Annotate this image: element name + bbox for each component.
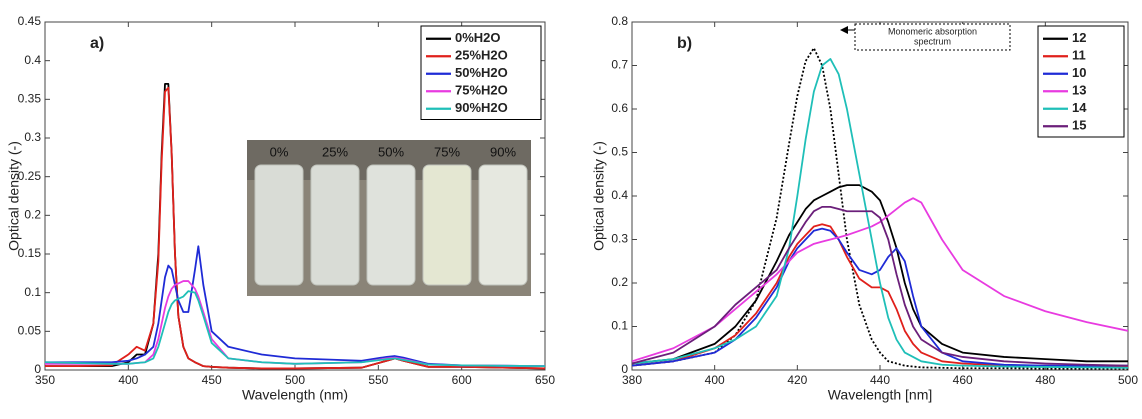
y-tick-label: 0.4 xyxy=(24,53,41,67)
data-line xyxy=(632,223,1128,368)
data-line xyxy=(632,197,1128,363)
inset-label: 0% xyxy=(270,144,289,159)
data-line xyxy=(632,184,1128,365)
x-tick-label: 480 xyxy=(1035,373,1055,387)
y-tick-label: 0.3 xyxy=(611,232,628,246)
y-tick-label: 0.2 xyxy=(611,275,628,289)
x-tick-label: 350 xyxy=(35,373,55,387)
vial xyxy=(310,164,360,286)
y-tick-label: 0.5 xyxy=(611,145,628,159)
legend-box xyxy=(1037,25,1125,138)
x-tick-label: 440 xyxy=(870,373,890,387)
x-tick-label: 460 xyxy=(953,373,973,387)
y-axis-title: Optical density (-) xyxy=(6,141,22,251)
y-tick-label: 0.25 xyxy=(18,169,42,183)
inset-label: 25% xyxy=(322,144,348,159)
legend-label: 15 xyxy=(1072,118,1086,133)
y-tick-label: 0.45 xyxy=(18,14,42,28)
data-line xyxy=(45,290,545,368)
vials xyxy=(254,164,528,286)
y-tick-label: 0.1 xyxy=(24,285,41,299)
inset-label: 75% xyxy=(434,144,460,159)
y-tick-label: 0.8 xyxy=(611,14,628,28)
vial xyxy=(478,164,528,286)
y-tick-label: 0.3 xyxy=(24,130,41,144)
x-tick-label: 450 xyxy=(202,373,222,387)
legend-label: 0%H2O xyxy=(455,30,501,45)
annotation-line xyxy=(632,47,1128,370)
annotation-text: spectrum xyxy=(914,36,951,46)
x-tick-label: 600 xyxy=(452,373,472,387)
x-tick-label: 500 xyxy=(1118,373,1138,387)
panel-label: a) xyxy=(90,35,104,52)
legend-label: 13 xyxy=(1072,83,1086,98)
x-tick-label: 500 xyxy=(285,373,305,387)
legend-label: 75%H2O xyxy=(455,83,508,98)
vial xyxy=(254,164,304,286)
arrow-head xyxy=(840,26,848,34)
legend-label: 12 xyxy=(1072,30,1086,45)
legend-label: 90%H2O xyxy=(455,100,508,115)
legend-label: 50%H2O xyxy=(455,65,508,80)
y-tick-label: 0.1 xyxy=(611,319,628,333)
data-line xyxy=(45,86,545,370)
vial xyxy=(366,164,416,286)
data-line xyxy=(632,227,1128,367)
y-tick-label: 0.6 xyxy=(611,101,628,115)
y-tick-label: 0.4 xyxy=(611,188,628,202)
inset-label: 50% xyxy=(378,144,404,159)
x-axis-title: Wavelength [nm] xyxy=(828,387,933,403)
panel-label: b) xyxy=(677,35,692,52)
annotation-text: Monomeric absorption xyxy=(888,26,977,36)
y-axis-title: Optical density (-) xyxy=(591,141,607,251)
inset-label: 90% xyxy=(490,144,516,159)
y-tick-label: 0 xyxy=(34,362,41,376)
y-tick-label: 0.2 xyxy=(24,208,41,222)
data-line xyxy=(45,245,545,368)
data-line xyxy=(632,205,1128,367)
x-tick-label: 400 xyxy=(118,373,138,387)
inset-photo xyxy=(247,140,531,296)
y-tick-label: 0.35 xyxy=(18,92,42,106)
legend-label: 14 xyxy=(1072,100,1087,115)
x-axis-title: Wavelength (nm) xyxy=(242,387,348,403)
x-tick-label: 550 xyxy=(368,373,388,387)
x-tick-label: 400 xyxy=(705,373,725,387)
annotation-box xyxy=(854,23,1011,51)
x-tick-label: 420 xyxy=(787,373,807,387)
legend-label: 25%H2O xyxy=(455,48,508,63)
legend-label: 11 xyxy=(1072,48,1086,63)
y-tick-label: 0 xyxy=(621,362,628,376)
y-tick-label: 0.7 xyxy=(611,58,628,72)
x-tick-label: 380 xyxy=(622,373,642,387)
x-tick-label: 650 xyxy=(535,373,555,387)
y-tick-label: 0.15 xyxy=(18,246,42,260)
vial xyxy=(422,164,472,286)
legend-label: 10 xyxy=(1072,65,1086,80)
data-line xyxy=(632,58,1128,369)
y-tick-label: 0.05 xyxy=(18,324,42,338)
